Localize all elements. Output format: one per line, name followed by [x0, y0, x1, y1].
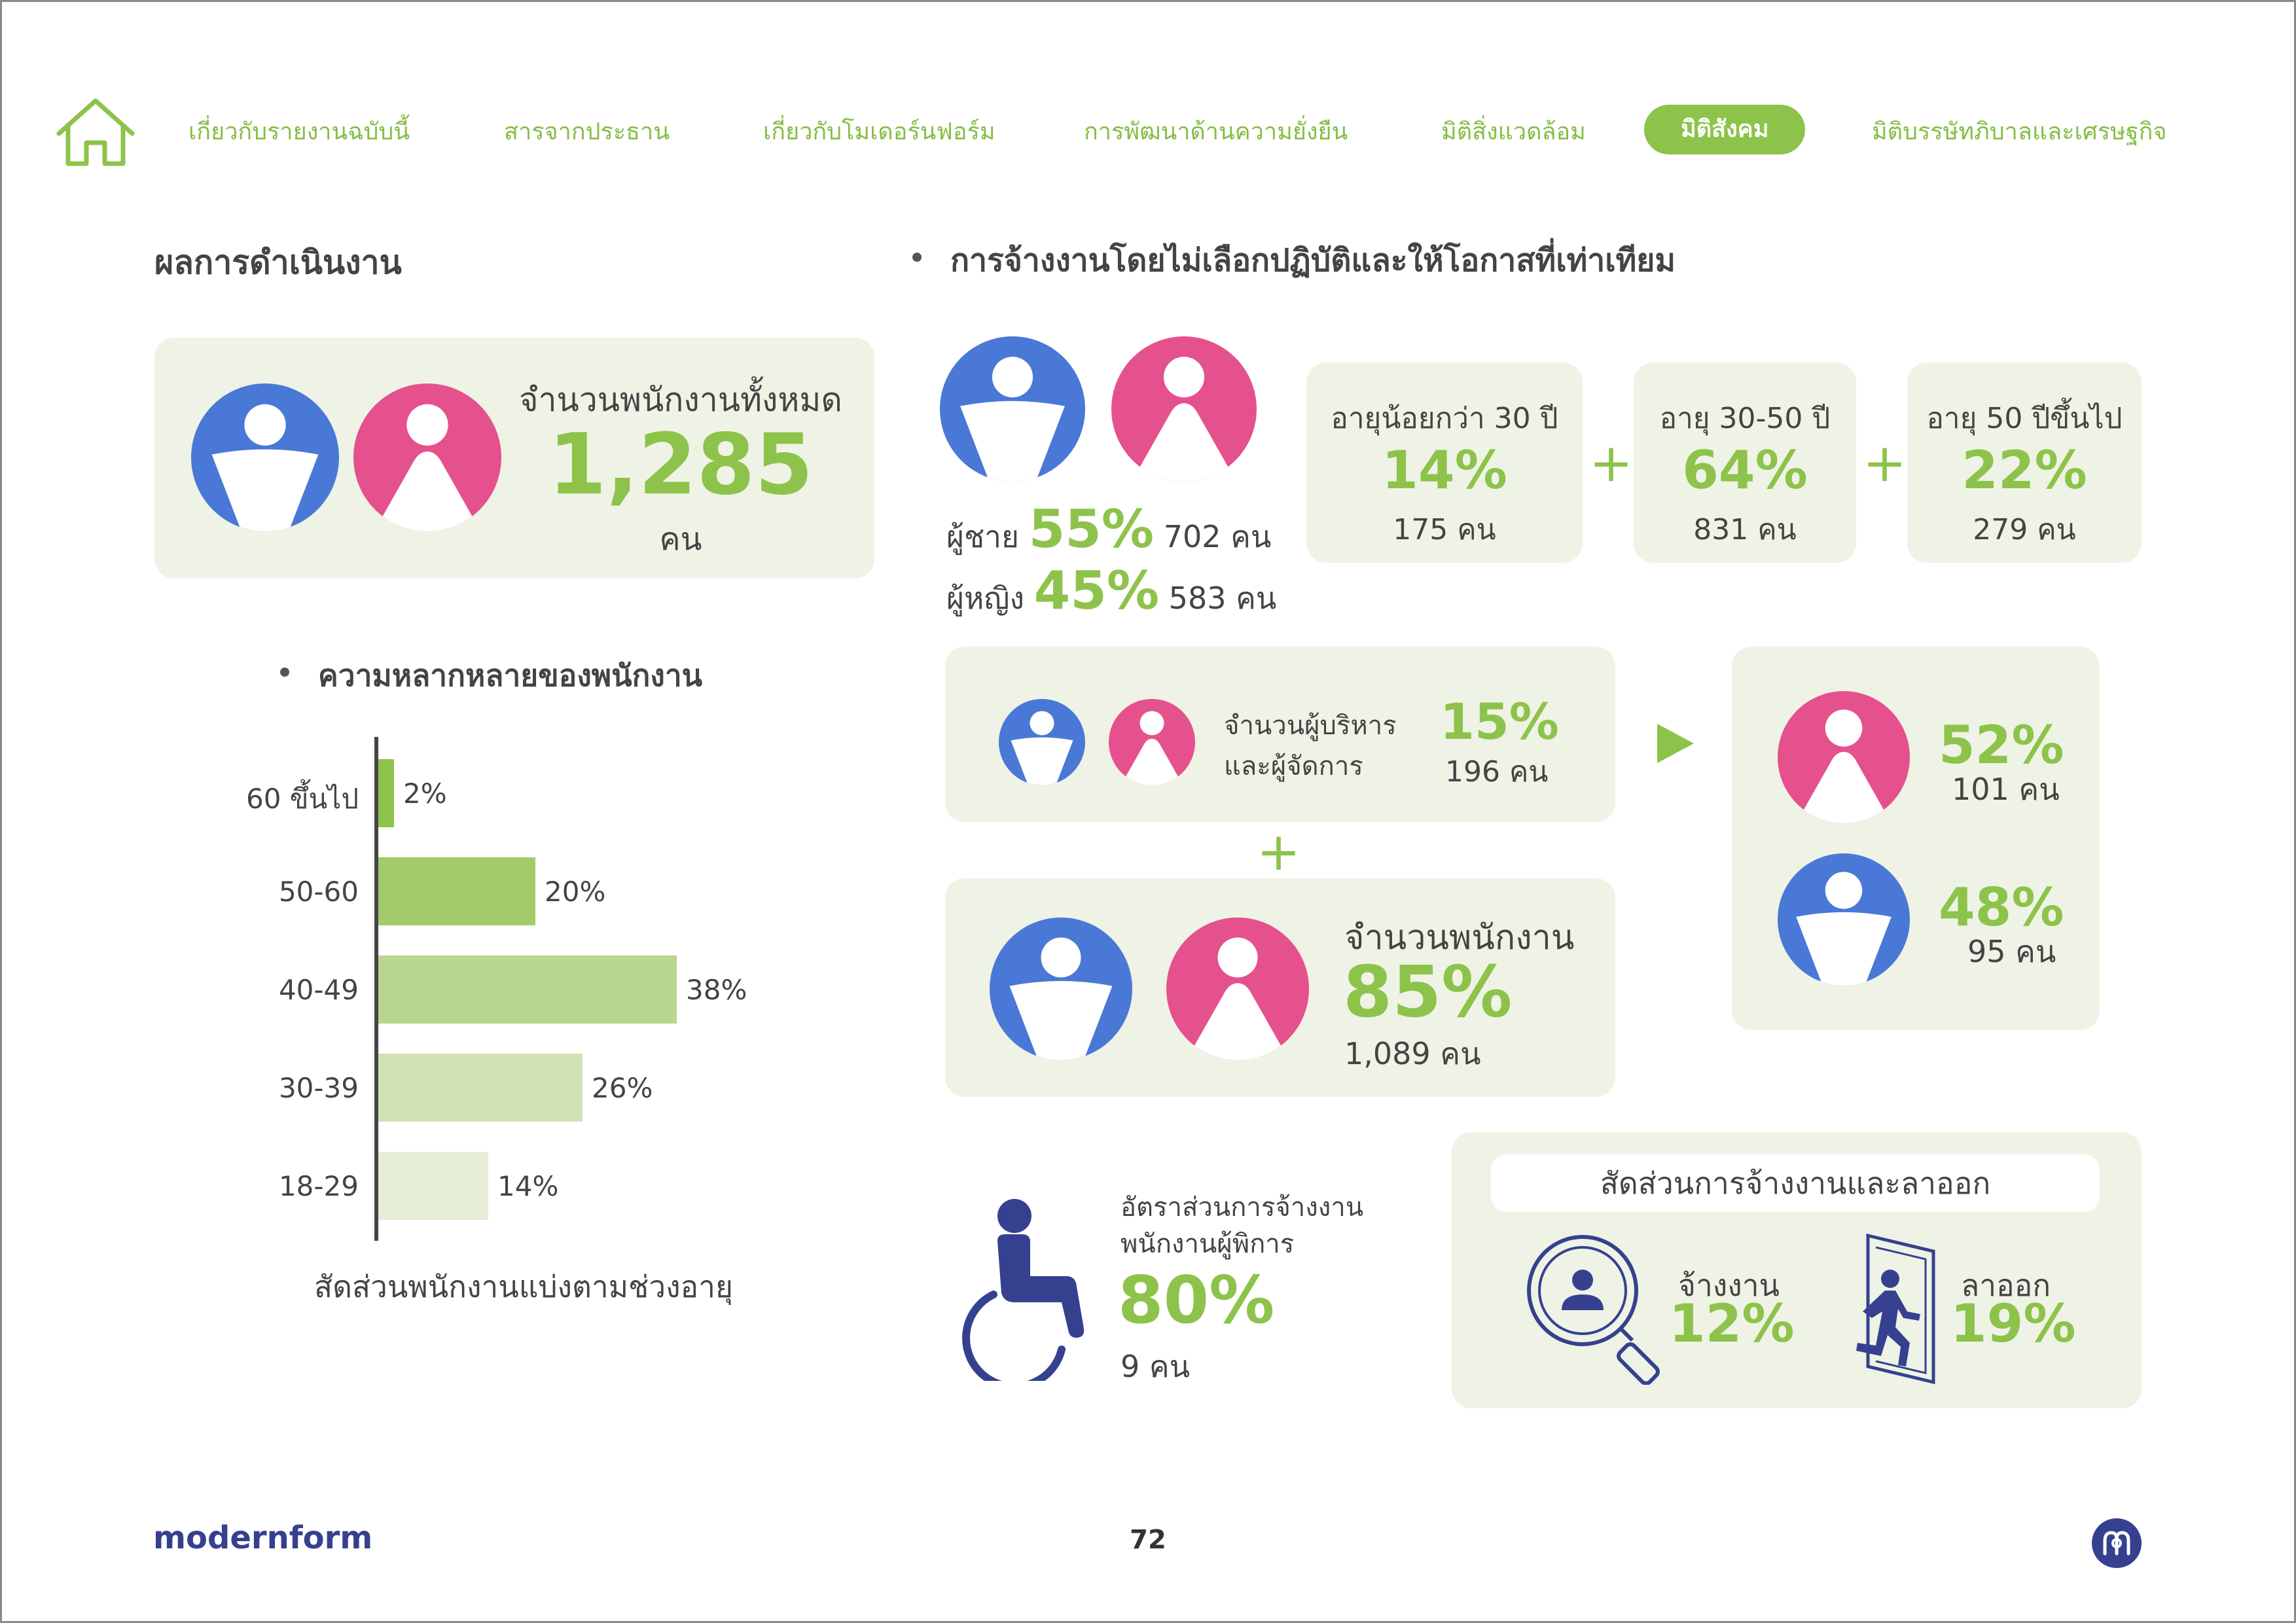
- chart-caption: สัดส่วนพนักงานแบ่งตามช่วงอายุ: [314, 1269, 733, 1304]
- managers-card: จำนวนผู้บริหาร และผู้จัดการ 15% 196 คน: [945, 647, 1615, 822]
- age-group-label: อายุน้อยกว่า 30 ปี: [1331, 402, 1558, 435]
- staff-count: 1,089 คน: [1344, 1036, 1481, 1071]
- nav-item-sustainability[interactable]: การพัฒนาด้านความยั่งยืน: [1084, 118, 1348, 145]
- managers-label-line2: และผู้จัดการ: [1224, 751, 1363, 781]
- total-employees-label: จำนวนพนักงานทั้งหมด: [519, 381, 842, 419]
- bar-value-label: 20%: [545, 876, 606, 908]
- plus-sign: +: [1589, 433, 1634, 493]
- section-title-performance: ผลการดำเนินงาน: [154, 243, 402, 281]
- disabled-pct: 80%: [1118, 1262, 1275, 1338]
- total-employees-value: 1,285: [548, 416, 814, 514]
- diversity-title: ความหลากหลายของพนักงาน: [318, 658, 703, 693]
- total-employees-unit: คน: [659, 521, 702, 558]
- hire-pct: 12%: [1669, 1293, 1795, 1354]
- disabled-label-line1: อัตราส่วนการจ้างงาน: [1121, 1192, 1364, 1222]
- turnover-card: สัดส่วนการจ้างงานและลาออก จ้างงาน 12% ลา…: [1452, 1132, 2142, 1408]
- bar-category-label: 30-39: [278, 1072, 359, 1104]
- home-icon[interactable]: [54, 96, 137, 168]
- section-title-equal-employment: การจ้างงานโดยไม่เลือกปฏิบัติและให้โอกาสท…: [950, 242, 1676, 279]
- male-stat: ผู้ชาย 55% 702 คน: [946, 499, 1271, 561]
- bar-category-label: 18-29: [278, 1170, 359, 1202]
- managers-label-line1: จำนวนผู้บริหาร: [1224, 711, 1397, 741]
- managers-pct: 15%: [1440, 692, 1559, 751]
- bar-category-label: 60 ขึ้นไป: [246, 783, 359, 815]
- age-group-pct: 14%: [1382, 440, 1507, 501]
- staff-pct: 85%: [1343, 952, 1513, 1033]
- nav-item-chairman-message[interactable]: สารจากประธาน: [504, 118, 670, 145]
- nav-item-governance[interactable]: มิติบรรษัทภิบาลและเศรษฐกิจ: [1872, 118, 2167, 145]
- mgr-male-count: 95 คน: [1967, 934, 2056, 969]
- female-label: ผู้หญิง: [946, 580, 1024, 616]
- bar-category-label: 50-60: [278, 876, 359, 908]
- arrow-right-icon: [1657, 724, 1694, 763]
- female-stat: ผู้หญิง 45% 583 คน: [946, 560, 1276, 622]
- nav-item-about-modernform[interactable]: เกี่ยวกับโมเดอร์นฟอร์ม: [763, 118, 996, 145]
- staff-label: จำนวนพนักงาน: [1344, 918, 1575, 957]
- exit-door-icon: [1856, 1233, 1935, 1385]
- female-count: 583 คน: [1168, 580, 1277, 616]
- page-number: 72: [1130, 1525, 1166, 1555]
- bar-value-label: 2%: [403, 777, 447, 810]
- female-person-icon: [1778, 691, 1910, 823]
- bar-category-label: 40-49: [278, 974, 359, 1006]
- bar: [378, 1054, 583, 1122]
- age-group-pct: 22%: [1962, 440, 2087, 501]
- wheelchair-icon: [962, 1199, 1085, 1381]
- female-person-icon: [1109, 699, 1195, 785]
- brand-logo-text: modernform: [153, 1520, 373, 1556]
- age-group-count: 831 คน: [1693, 513, 1797, 546]
- brand-badge-icon: [2092, 1518, 2142, 1568]
- age-group-label: อายุ 50 ปีขึ้นไป: [1926, 402, 2123, 435]
- bar-value-label: 38%: [686, 974, 747, 1006]
- bar: [378, 955, 677, 1024]
- nav-item-about-report[interactable]: เกี่ยวกับรายงานฉบับนี้: [188, 118, 410, 145]
- mgr-female-pct: 52%: [1939, 715, 2064, 776]
- hire-label: จ้างงาน: [1678, 1268, 1780, 1303]
- disabled-label-line2: พนักงานผู้พิการ: [1121, 1229, 1295, 1259]
- staff-card: จำนวนพนักงาน 85% 1,089 คน: [945, 878, 1615, 1097]
- bar: [378, 857, 535, 925]
- bullet: [912, 253, 922, 262]
- male-pct: 55%: [1028, 499, 1155, 560]
- age-group-pct: 64%: [1682, 440, 1808, 501]
- female-person-icon: [1111, 336, 1257, 482]
- nav-item-social-active[interactable]: มิติสังคม: [1644, 105, 1806, 154]
- disabled-count: 9 คน: [1121, 1349, 1191, 1384]
- bar-value-label: 14%: [497, 1170, 559, 1202]
- age-group-count: 279 คน: [1973, 513, 2076, 546]
- managers-gender-card: 52% 101 คน 48% 95 คน: [1732, 647, 2100, 1030]
- resign-pct: 19%: [1950, 1293, 2076, 1354]
- nav-item-environment[interactable]: มิติสิ่งแวดล้อม: [1441, 118, 1586, 145]
- age-group-card-over-50: อายุ 50 ปีขึ้นไป 22% 279 คน: [1907, 363, 2142, 563]
- mgr-female-count: 101 คน: [1952, 772, 2060, 807]
- bar: [378, 759, 394, 827]
- female-person-icon: [353, 383, 501, 531]
- bullet: [280, 668, 289, 677]
- bar: [378, 1152, 488, 1220]
- male-person-icon: [990, 918, 1132, 1060]
- female-person-icon: [1166, 918, 1309, 1060]
- plus-sign: +: [1257, 821, 1301, 882]
- age-group-card-under-30: อายุน้อยกว่า 30 ปี 14% 175 คน: [1306, 363, 1583, 563]
- magnifier-person-icon: [1527, 1235, 1660, 1385]
- age-group-count: 175 คน: [1393, 513, 1496, 546]
- male-person-icon: [940, 336, 1085, 482]
- male-person-icon: [999, 699, 1085, 785]
- male-person-icon: [1778, 853, 1910, 986]
- turnover-title: สัดส่วนการจ้างงานและลาออก: [1491, 1154, 2100, 1212]
- mgr-male-pct: 48%: [1939, 877, 2064, 938]
- male-label: ผู้ชาย: [946, 519, 1019, 554]
- chart-axis: [374, 737, 378, 1241]
- male-person-icon: [191, 383, 339, 531]
- male-count: 702 คน: [1163, 519, 1272, 554]
- plus-sign: +: [1863, 433, 1907, 493]
- resign-label: ลาออก: [1961, 1268, 2051, 1303]
- age-group-card-30-50: อายุ 30-50 ปี 64% 831 คน: [1634, 363, 1856, 563]
- managers-count: 196 คน: [1445, 755, 1549, 789]
- age-group-label: อายุ 30-50 ปี: [1659, 402, 1831, 435]
- bar-value-label: 26%: [592, 1072, 653, 1104]
- female-pct: 45%: [1033, 560, 1160, 621]
